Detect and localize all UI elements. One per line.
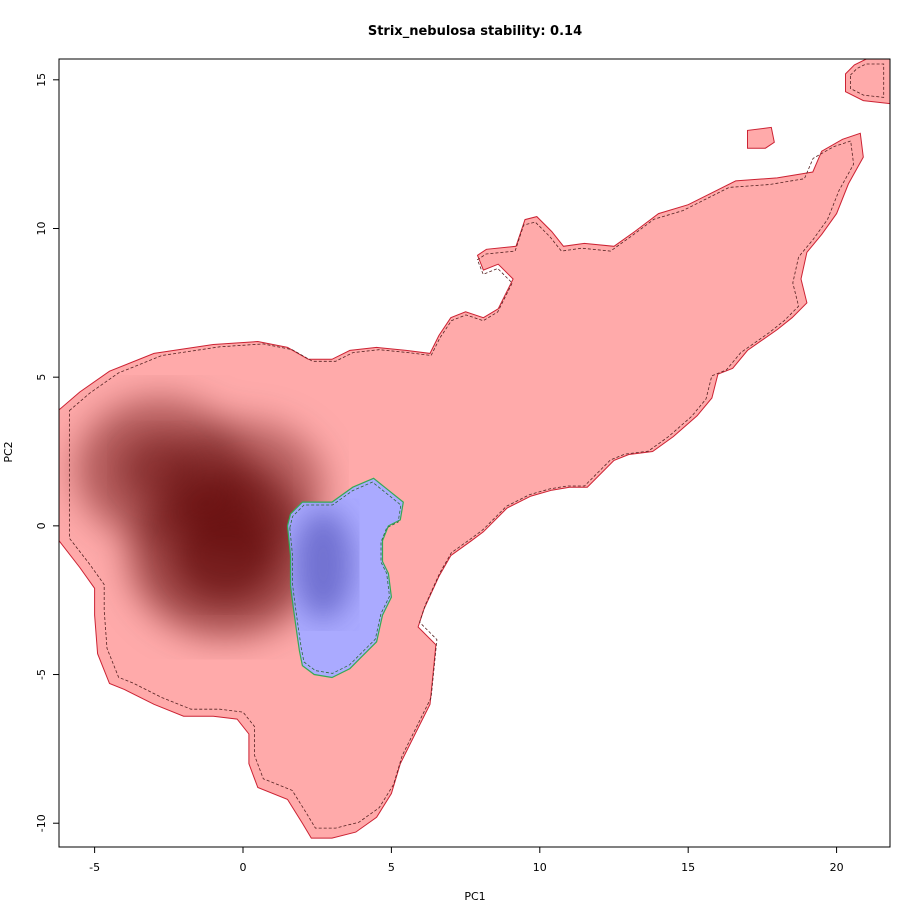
y-tick-label: -5 xyxy=(35,669,48,680)
species-density-peak xyxy=(293,509,354,620)
background-niche-area xyxy=(59,133,864,839)
species-contour-dashed xyxy=(289,481,402,674)
background-contour-line xyxy=(59,132,864,839)
x-axis: -5 0 5 10 15 20 xyxy=(89,847,844,874)
background-contour-dashed xyxy=(69,140,855,829)
background-density-core xyxy=(175,512,276,599)
background-density-core xyxy=(122,436,198,502)
plot-area xyxy=(59,59,890,839)
background-density-core xyxy=(214,459,278,515)
species-contour-line xyxy=(286,477,404,679)
background-island-contour xyxy=(845,59,890,105)
x-tick-label: 10 xyxy=(533,861,547,874)
background-niche-island xyxy=(747,127,775,149)
x-tick-label: -5 xyxy=(89,861,100,874)
background-island-contour-dashed xyxy=(850,63,885,98)
y-tick-label: 10 xyxy=(35,221,48,235)
x-axis-label: PC1 xyxy=(464,890,485,903)
y-tick-label: 0 xyxy=(35,522,48,529)
y-axis: -10 -5 0 5 10 15 xyxy=(35,73,59,832)
species-density-layer xyxy=(293,509,354,620)
background-niche-island xyxy=(845,59,890,104)
chart-title: Strix_nebulosa stability: 0.14 xyxy=(368,24,582,39)
background-island-contour xyxy=(747,126,775,149)
y-tick-label: 5 xyxy=(35,374,48,381)
x-tick-label: 20 xyxy=(830,861,844,874)
x-tick-label: 15 xyxy=(681,861,695,874)
background-density-layer xyxy=(76,398,324,636)
y-tick-label: -10 xyxy=(35,814,48,832)
y-tick-label: 15 xyxy=(35,73,48,87)
y-axis-label: PC2 xyxy=(2,441,15,462)
x-tick-label: 5 xyxy=(388,861,395,874)
x-tick-label: 0 xyxy=(240,861,247,874)
plot-frame xyxy=(58,58,891,848)
